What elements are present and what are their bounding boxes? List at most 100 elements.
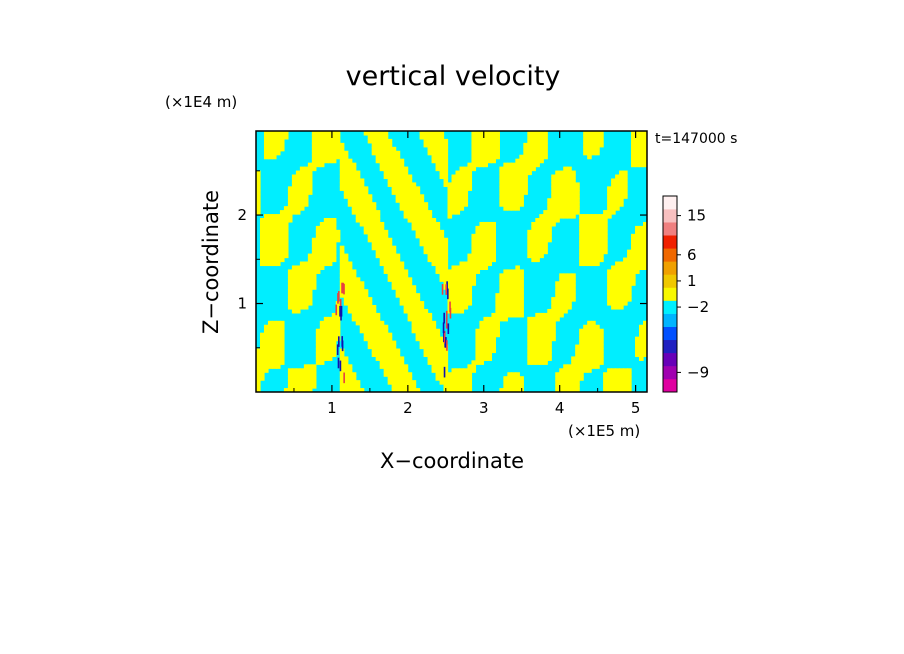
field-cell [399,297,405,302]
field-cell [503,301,508,306]
field-cell [523,170,528,176]
field-cell [579,340,584,346]
field-cell [415,233,421,239]
field-cell [287,202,293,207]
field-cell [583,241,588,247]
field-cell [267,249,273,255]
field-cell [271,320,277,326]
field-cell [435,269,441,274]
field-cell [327,241,333,247]
field-cell [415,328,421,334]
y-scale-label: (×1E4 m) [165,93,237,111]
field-cell [263,142,269,148]
colorbar-tick-label: 6 [687,246,697,264]
field-cell [643,150,647,156]
field-cell [479,131,485,136]
field-cell [399,198,405,203]
field-cell [551,312,556,318]
field-cell [267,237,273,243]
field-cell [447,210,453,215]
colorbar-swatch [663,352,677,367]
field-cell [443,352,449,357]
field-cell [555,305,560,310]
field-cell [435,265,441,270]
velocity-streak [443,366,446,378]
field-cell [275,249,281,255]
field-cell [411,186,417,191]
field-cell [391,376,397,381]
field-cell [567,166,572,172]
field-cell [287,305,293,310]
field-cell [311,265,317,270]
field-cell [419,241,425,247]
field-cell [279,138,285,144]
field-cell [571,202,576,207]
field-cell [511,384,516,389]
field-cell [315,340,321,346]
field-cell [615,372,620,377]
field-cell [439,237,445,243]
field-cell [327,320,333,326]
field-cell [599,360,604,365]
field-cell [571,376,576,381]
field-cell [623,289,628,294]
colorbar-swatch [663,339,677,354]
field-cell [447,388,453,392]
field-cell [463,182,469,187]
field-cell [539,154,544,160]
field-cell [471,241,477,247]
field-cell [567,206,572,211]
field-cell [459,293,465,298]
field-cell [595,340,600,346]
field-cell [299,178,305,183]
field-cell [375,352,381,357]
field-cell [355,218,361,223]
field-cell [543,233,548,239]
field-cell [455,285,461,290]
field-cell [511,305,516,310]
field-cell [439,146,445,152]
x-tick-label: 5 [631,399,641,417]
field-cell [259,336,265,342]
field-cell [459,202,465,207]
field-cell [595,257,600,263]
field-cell [403,174,409,180]
field-cell [287,194,293,199]
field-cell [271,146,277,152]
field-cell [495,297,500,302]
field-cell [319,265,325,270]
field-cell [287,218,293,223]
field-cell [319,360,325,365]
field-cell [323,261,329,267]
field-cell [479,225,485,231]
field-cell [335,320,341,326]
field-cell [531,344,536,350]
field-cell [275,356,281,361]
field-cell [567,174,572,180]
field-cell [547,332,552,338]
field-cell [323,320,329,326]
field-cell [391,253,397,259]
field-cell [327,138,333,144]
field-cell [451,265,457,270]
field-cell [419,221,425,227]
field-cell [531,162,536,168]
field-cell [527,316,532,322]
field-cell [256,186,261,191]
field-cell [515,162,520,168]
field-cell [535,162,540,168]
field-cell [299,368,305,373]
field-cell [323,237,329,243]
field-cell [331,150,337,156]
field-cell [471,233,477,239]
field-cell [431,348,437,354]
field-cell [347,261,353,267]
field-cell [267,332,273,338]
field-cell [527,158,532,164]
field-cell [635,253,640,259]
field-cell [323,138,329,144]
field-cell [587,142,592,148]
colorbar-tick-label: −2 [687,298,709,316]
field-cell [395,154,401,160]
field-cell [411,289,417,294]
